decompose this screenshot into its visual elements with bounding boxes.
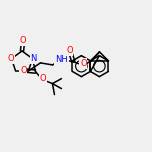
Text: NH: NH (55, 55, 68, 64)
Text: O: O (20, 36, 26, 45)
Text: O: O (80, 59, 87, 68)
Text: O: O (20, 66, 27, 75)
Text: O: O (40, 74, 46, 83)
Text: N: N (30, 54, 37, 63)
Text: O: O (7, 54, 14, 63)
Text: O: O (66, 46, 73, 55)
